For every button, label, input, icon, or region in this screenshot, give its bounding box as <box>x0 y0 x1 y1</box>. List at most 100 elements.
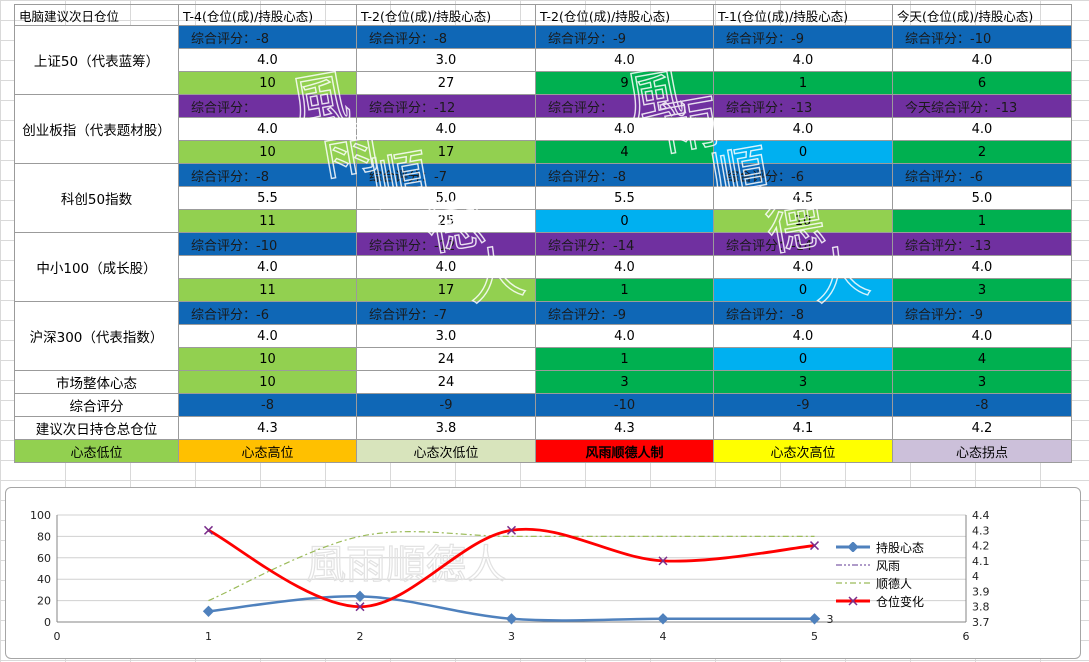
y-right-tick-label: 3.7 <box>972 616 990 629</box>
mood-cell: 11 <box>178 278 357 302</box>
score-cell: 今天综合评分：-13 <box>892 94 1072 118</box>
score-cell: 综合评分：-9 <box>713 25 893 49</box>
market-cell: 3 <box>535 370 714 394</box>
score-row: 创业板指（代表题材股） 综合评分： 综合评分：-12 综合评分： 综合评分：-13 今天综… <box>14 94 1072 164</box>
score-cell: 综合评分：-13 <box>892 232 1072 256</box>
total-score-cell: -8 <box>892 393 1072 417</box>
x-tick-label: 3 <box>508 630 515 643</box>
mood-cell: 1 <box>535 347 714 371</box>
total-score-label: 综合评分 <box>14 393 179 417</box>
series-line-position <box>207 527 815 609</box>
chart-watermark: 風雨順德人 <box>306 542 506 588</box>
position-cell: 4.5 <box>713 186 893 210</box>
position-cell: 4.0 <box>356 117 536 141</box>
mood-row: 11 17 1 0 3 <box>15 278 1072 302</box>
position-cell: 3.0 <box>356 324 536 348</box>
x-tick-label: 4 <box>660 630 667 643</box>
market-label: 市场整体心态 <box>14 370 179 394</box>
mood-point <box>657 613 669 625</box>
total-position-label: 建议次日持仓总仓位 <box>14 416 179 440</box>
legend-item: 顺德人 <box>836 574 924 592</box>
score-cell: 综合评分：-8 <box>356 25 536 49</box>
total-score-cell: -9 <box>713 393 893 417</box>
score-cell: 综合评分：-12 <box>356 232 536 256</box>
position-row: 4.0 3.0 4.0 4.0 4.0 <box>15 48 1072 72</box>
score-cell: 综合评分：-13 <box>713 94 893 118</box>
market-cell: 3 <box>713 370 893 394</box>
position-cell: 4.0 <box>892 48 1072 72</box>
mood-cell: 10 <box>178 140 357 164</box>
mood-cell: 27 <box>356 71 536 95</box>
position-cell: 4.0 <box>892 255 1072 279</box>
line-chart: 0 20 40 60 80 100 3.7 3.8 3.9 4 4.1 4.2 4.3 4.4 0 1 2 3 4 5… <box>5 487 1081 659</box>
mood-cell: 4 <box>892 347 1072 371</box>
data-label: 3 <box>827 613 834 626</box>
position-cell: 5.5 <box>178 186 357 210</box>
score-cell: 综合评分：-9 <box>892 301 1072 325</box>
mood-cell: 0 <box>713 278 893 302</box>
index-name: 中小100（成长股） <box>14 232 179 302</box>
score-cell: 综合评分：-7 <box>356 301 536 325</box>
position-cell: 5.0 <box>356 186 536 210</box>
mood-point <box>505 613 518 625</box>
position-point <box>506 525 517 535</box>
total-score-cell: -8 <box>178 393 357 417</box>
mood-cell: 0 <box>535 209 714 233</box>
y-right-tick-label: 4 <box>972 570 979 583</box>
position-cell: 5.0 <box>892 186 1072 210</box>
score-row: 沪深300（代表指数） 综合评分：-6 综合评分：-7 综合评分：-9 综合评分：-8 综… <box>14 301 1072 371</box>
legend-cell: 心态拐点 <box>892 439 1072 463</box>
mood-cell: 1 <box>892 209 1072 233</box>
mood-cell: 17 <box>356 140 536 164</box>
position-cell: 4.0 <box>535 255 714 279</box>
total-score-cell: -10 <box>535 393 714 417</box>
legend-cell: 心态次高位 <box>713 439 893 463</box>
score-row: 上证50（代表蓝筹） 综合评分：-8 综合评分：-8 综合评分：-9 综合评分：-9 综合… <box>14 25 1072 95</box>
position-cell: 3.0 <box>356 48 536 72</box>
y-left-tick-label: 100 <box>30 509 51 522</box>
legend-label: 风雨 <box>876 558 901 573</box>
mood-cell: 6 <box>892 71 1072 95</box>
x-tick-label: 0 <box>54 630 61 643</box>
score-cell: 综合评分：-12 <box>356 94 536 118</box>
position-cell: 4.0 <box>892 117 1072 141</box>
mood-cell: 10 <box>178 347 357 371</box>
position-cell: 4.0 <box>178 48 357 72</box>
market-cell: 10 <box>178 370 357 394</box>
score-cell: 综合评分：-9 <box>535 301 714 325</box>
position-point <box>203 525 214 535</box>
legend-label: 仓位变化 <box>876 594 925 609</box>
mood-point <box>808 613 821 625</box>
total-score-cell: -9 <box>356 393 536 417</box>
score-row: 中小100（成长股） 综合评分：-10 综合评分：-12 综合评分：-14 综合评分：-… <box>14 232 1072 302</box>
position-cell: 4.0 <box>713 324 893 348</box>
mood-cell: 10 <box>178 71 357 95</box>
score-cell: 综合评分：-8 <box>178 163 357 187</box>
x-tick-label: 2 <box>357 630 364 643</box>
legend-item: 仓位变化 <box>836 592 924 610</box>
score-cell: 综合评分：-6 <box>892 163 1072 187</box>
mood-cell: 17 <box>356 278 536 302</box>
legend-cell: 心态高位 <box>178 439 357 463</box>
market-cell: 24 <box>356 370 536 394</box>
position-cell: 4.0 <box>713 48 893 72</box>
y-left-tick-label: 60 <box>37 552 51 565</box>
column-header: T-2(仓位(成)/持股心态) <box>535 4 714 26</box>
legend-item: 持股心态 <box>836 538 924 556</box>
score-cell: 综合评分：-9 <box>535 25 714 49</box>
mood-cell: 3 <box>892 278 1072 302</box>
y-left-tick-label: 80 <box>37 530 51 543</box>
position-cell: 4.0 <box>178 324 357 348</box>
index-name: 科创50指数 <box>14 163 179 233</box>
legend-cell: 心态次低位 <box>356 439 536 463</box>
total-position-cell: 4.3 <box>535 416 714 440</box>
y-right-tick-label: 4.1 <box>972 555 990 568</box>
mood-cell: 9 <box>535 71 714 95</box>
total-position-cell: 4.2 <box>892 416 1072 440</box>
mood-cell: 4 <box>535 140 714 164</box>
corner-header: 电脑建议次日仓位 <box>14 4 179 26</box>
chart-legend: 持股心态风雨 顺德人仓位变化 <box>836 538 924 610</box>
legend-cell: 风雨顺德人制 <box>535 439 714 463</box>
legend-row: 心态低位 心态高位 心态次低位 风雨顺德人制 心态次高位 心态拐点 <box>14 439 1072 463</box>
total-position-cell: 4.1 <box>713 416 893 440</box>
